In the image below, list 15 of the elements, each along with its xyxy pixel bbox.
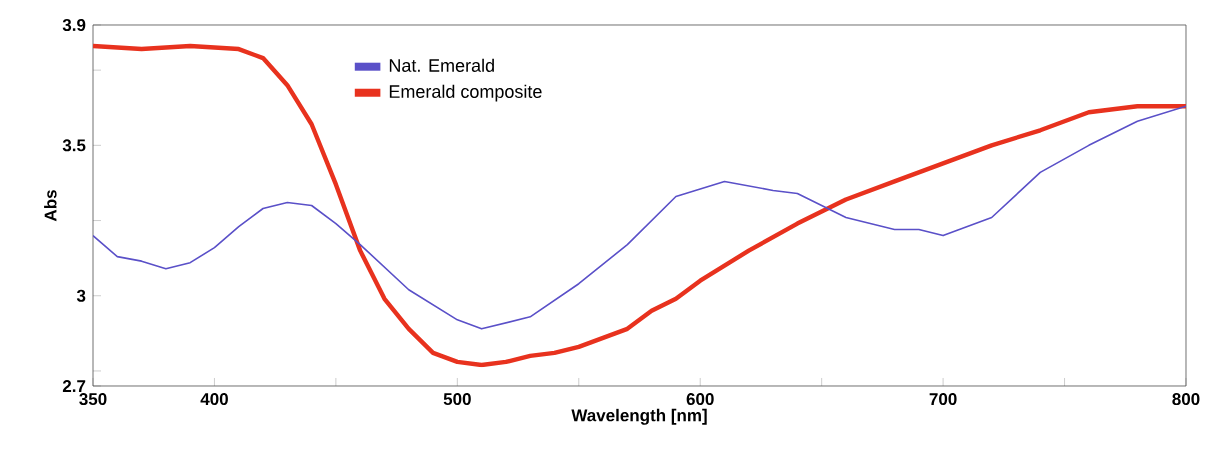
x-tick-label: 500 [443,393,471,406]
legend-label: Nat. Emerald [389,58,494,72]
y-axis-title: Abs [44,190,57,222]
y-tick-label: 3.5 [62,139,86,152]
x-tick-label: 400 [200,393,228,406]
x-tick-label: 600 [686,393,714,406]
x-axis-title: Wavelength [nm] [571,408,707,425]
y-tick-label: 2.7 [62,380,86,392]
line-series [93,105,1186,330]
x-tick-label: 700 [929,393,957,406]
y-tick-label: 3.9 [62,18,86,32]
x-tick-label: 350 [79,393,107,406]
y-tick-label: 3 [76,289,86,302]
legend-label: Emerald composite [389,84,542,102]
x-tick-label: 800 [1172,393,1200,406]
